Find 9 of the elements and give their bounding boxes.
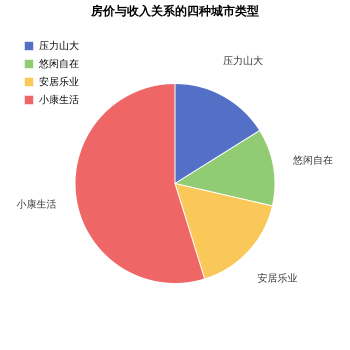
slice-label: 悠闲自在: [292, 154, 334, 166]
legend-label: 安居乐业: [39, 76, 79, 88]
slice-label: 压力山大: [222, 55, 263, 68]
slice-label: 小康生活: [16, 198, 57, 211]
legend-label: 悠闲自在: [38, 58, 79, 70]
slice-label: 安居乐业: [258, 272, 298, 285]
legend-label: 压力山大: [39, 40, 79, 52]
chart-title: 房价与收入关系的四种城市类型: [90, 4, 259, 18]
legend-label: 小康生活: [39, 94, 79, 106]
